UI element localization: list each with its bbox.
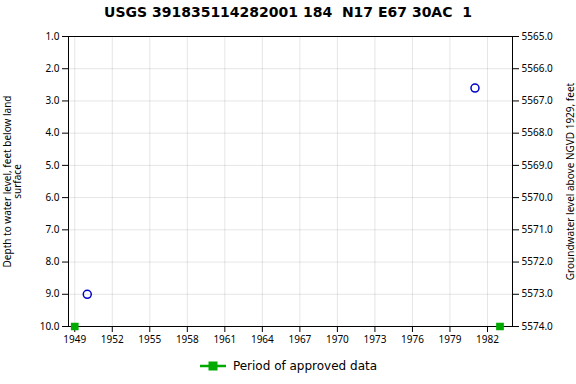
svg-text:5574.0: 5574.0 [522, 319, 554, 333]
html-text:USGS 391835114282001 184 N17 E: USGS 391835114282001 184 N17 E67 30AC 1 [104, 4, 472, 20]
svg-text:10.0: 10.0 [40, 319, 60, 333]
svg-text:5569.0: 5569.0 [522, 158, 554, 172]
svg-text:2.0: 2.0 [45, 61, 59, 75]
svg-text:1973: 1973 [363, 332, 386, 346]
svg-text:5.0: 5.0 [45, 158, 59, 172]
svg-text:1982: 1982 [476, 332, 499, 346]
svg-text:5570.0: 5570.0 [522, 190, 554, 204]
svg-text:3.0: 3.0 [45, 93, 59, 107]
svg-text:1970: 1970 [326, 332, 349, 346]
svg-text:1967: 1967 [288, 332, 311, 346]
svg-text:1976: 1976 [401, 332, 424, 346]
svg-text:6.0: 6.0 [45, 190, 59, 204]
svg-text:5565.0: 5565.0 [522, 29, 554, 43]
svg-text:4.0: 4.0 [45, 125, 59, 139]
svg-text:5573.0: 5573.0 [522, 286, 554, 300]
svg-text:1949: 1949 [63, 332, 86, 346]
svg-text:1964: 1964 [251, 332, 274, 346]
svg-text:1952: 1952 [101, 332, 124, 346]
svg-text:Depth to water level, feet bel: Depth to water level, feet below landsur… [0, 96, 24, 268]
svg-text:7.0: 7.0 [45, 222, 59, 236]
svg-text:1.0: 1.0 [45, 29, 59, 43]
html-text:Period of approved data: Period of approved data [232, 359, 378, 373]
svg-text:5566.0: 5566.0 [522, 61, 554, 75]
svg-text:5571.0: 5571.0 [522, 222, 554, 236]
svg-text:1958: 1958 [176, 332, 199, 346]
svg-text:5572.0: 5572.0 [522, 254, 554, 268]
svg-text:Groundwater level above NGVD 1: Groundwater level above NGVD 1929, feet [563, 82, 576, 280]
svg-text:5568.0: 5568.0 [522, 125, 554, 139]
svg-text:5567.0: 5567.0 [522, 93, 554, 107]
svg-text:1979: 1979 [439, 332, 462, 346]
svg-text:8.0: 8.0 [45, 254, 59, 268]
svg-text:1955: 1955 [138, 332, 161, 346]
svg-text:9.0: 9.0 [45, 286, 59, 300]
svg-text:1961: 1961 [213, 332, 236, 346]
